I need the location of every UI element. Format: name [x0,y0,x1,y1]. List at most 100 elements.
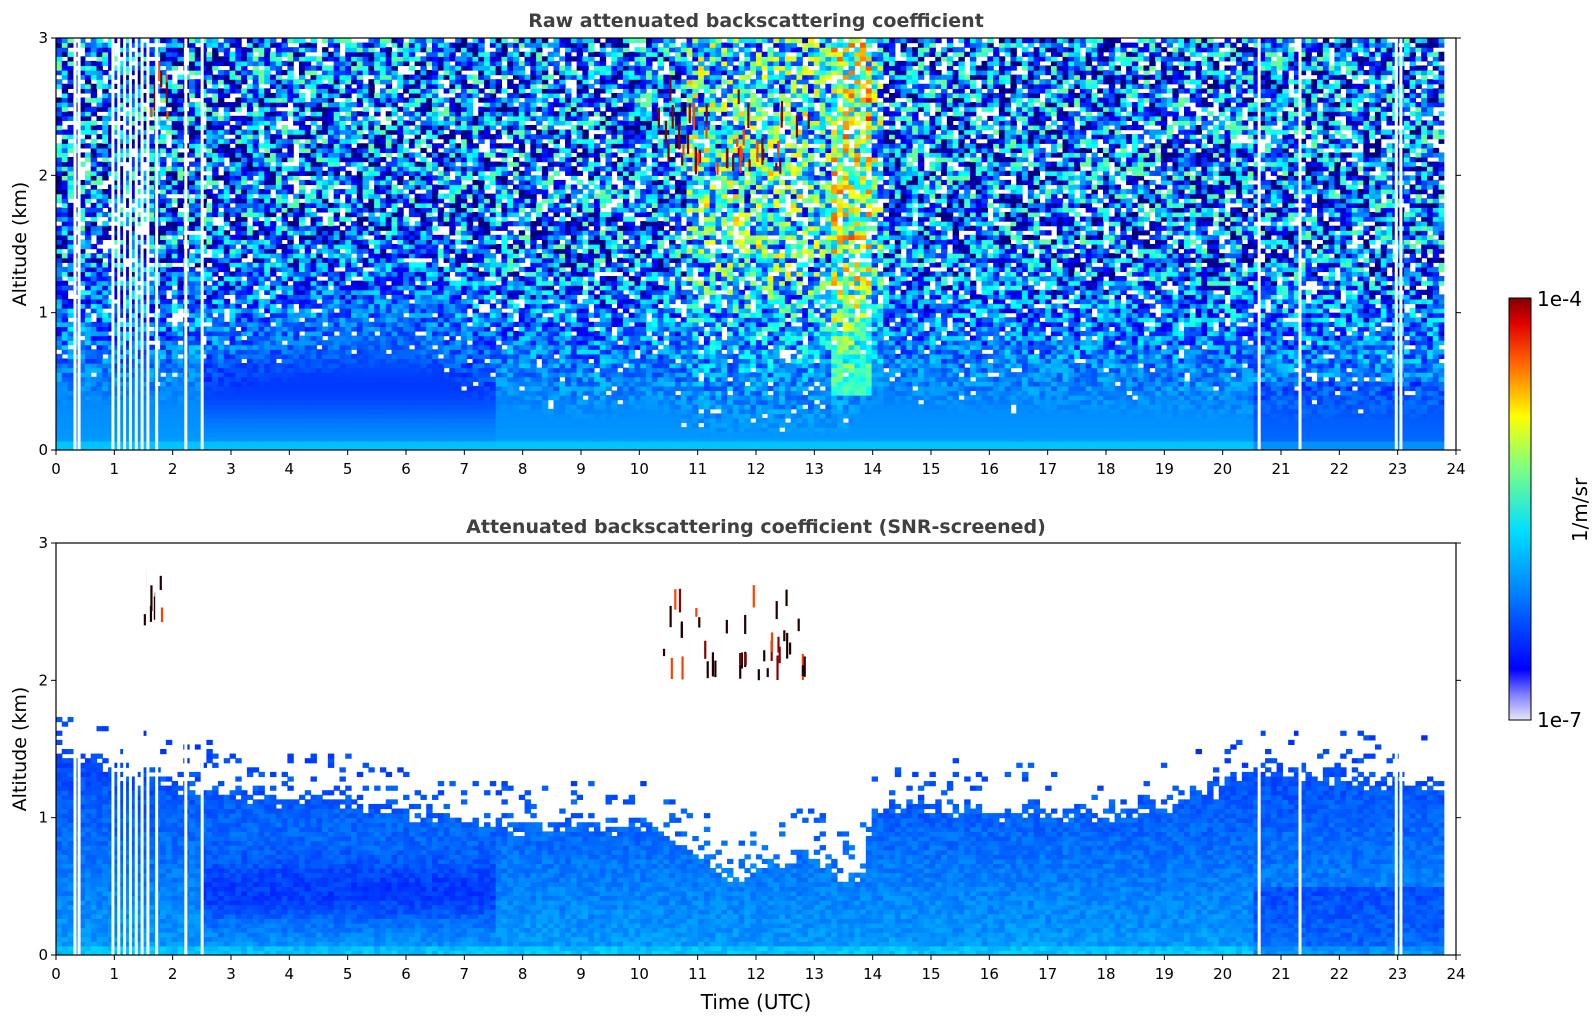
x-tick-label: 11 [688,965,707,983]
data-gap [123,38,126,450]
data-gap [1258,543,1261,955]
x-tick-label: 13 [805,965,824,983]
x-tick-label: 20 [1213,460,1232,478]
data-gap [155,38,158,450]
no-data-region [1444,543,1456,955]
panel-title: Raw attenuated backscattering coefficien… [528,10,984,32]
data-gap [117,543,120,955]
heatmap [56,38,1456,451]
x-tick-label: 11 [688,460,707,478]
data-gap [1299,543,1302,955]
x-tick-label: 15 [921,460,940,478]
x-tick-label: 18 [1096,460,1115,478]
screened-backscatter-panel: Attenuated backscattering coefficient (S… [9,516,1466,1014]
data-gap [1258,38,1261,450]
colorbar-gradient [1509,298,1531,720]
no-data-region [1444,38,1456,450]
data-gap [146,38,149,450]
x-tick-label: 14 [863,965,882,983]
x-tick-label: 10 [630,965,649,983]
raw-backscatter-panel: Raw attenuated backscattering coefficien… [9,10,1466,478]
data-gap [1395,543,1398,955]
data-gap [135,38,138,450]
data-gap [74,38,77,450]
x-tick-label: 5 [343,965,353,983]
x-tick-label: 7 [460,460,470,478]
x-tick-label: 14 [863,460,882,478]
data-gap [111,543,114,955]
x-tick-label: 24 [1446,965,1465,983]
x-tick-label: 16 [980,965,999,983]
y-tick-label: 2 [38,671,48,689]
x-tick-label: 2 [168,965,178,983]
data-gap [141,38,144,450]
data-gap [129,543,132,955]
x-tick-label: 2 [168,460,178,478]
y-axis-label: Altitude (km) [9,687,31,812]
x-tick-label: 12 [746,965,765,983]
x-tick-label: 0 [51,965,61,983]
x-tick-label: 1 [110,460,120,478]
data-gap [123,543,126,955]
x-tick-label: 21 [1271,965,1290,983]
x-tick-label: 7 [460,965,470,983]
x-tick-label: 17 [1038,965,1057,983]
x-tick-label: 3 [226,965,236,983]
y-tick-label: 3 [38,534,48,552]
x-tick-label: 8 [518,965,528,983]
data-gap [141,543,144,955]
colorbar: 1e-4 1e-7 1/m/sr [1509,287,1592,732]
data-gap [129,38,132,450]
data-gap [201,543,204,955]
heatmap [56,543,1456,956]
data-gap [1399,38,1402,450]
colorbar-unit-label: 1/m/sr [1568,477,1592,542]
x-tick-label: 16 [980,460,999,478]
y-axis-label: Altitude (km) [9,182,31,307]
x-tick-label: 19 [1155,965,1174,983]
x-tick-label: 10 [630,460,649,478]
x-tick-label: 19 [1155,460,1174,478]
x-tick-label: 9 [576,460,586,478]
y-tick-label: 3 [38,29,48,47]
x-tick-label: 20 [1213,965,1232,983]
x-tick-label: 3 [226,460,236,478]
data-gap [184,38,187,450]
data-gap [78,543,81,955]
x-axis-label: Time (UTC) [700,990,812,1014]
data-gap [78,38,81,450]
x-tick-label: 23 [1388,460,1407,478]
y-tick-label: 0 [38,441,48,459]
data-gap [1395,38,1398,450]
x-tick-label: 8 [518,460,528,478]
x-tick-label: 21 [1271,460,1290,478]
x-tick-label: 1 [110,965,120,983]
data-gap [146,543,149,955]
data-gap [117,38,120,450]
x-tick-label: 13 [805,460,824,478]
x-tick-label: 6 [401,965,411,983]
colorbar-max-label: 1e-4 [1537,287,1582,311]
data-gap [184,543,187,955]
x-axis: 0 1 2 3 4 5 6 7 8 9 10 11 12 13 14 15 16 17 18 19 20 21 22 23 24 [51,450,1465,478]
data-gap [135,543,138,955]
y-tick-label: 1 [38,304,48,322]
x-tick-label: 5 [343,460,353,478]
colorbar-min-label: 1e-7 [1537,708,1582,732]
x-tick-label: 22 [1330,965,1349,983]
x-tick-label: 18 [1096,965,1115,983]
data-gap [1299,38,1302,450]
data-gap [111,38,114,450]
data-gap [1399,543,1402,955]
y-tick-label: 0 [38,946,48,964]
data-gap [155,543,158,955]
x-tick-label: 15 [921,965,940,983]
cloud-feature [663,585,806,680]
x-tick-label: 4 [285,965,295,983]
x-tick-label: 9 [576,965,586,983]
x-tick-label: 22 [1330,460,1349,478]
x-tick-label: 12 [746,460,765,478]
x-tick-label: 23 [1388,965,1407,983]
data-gap [74,543,77,955]
